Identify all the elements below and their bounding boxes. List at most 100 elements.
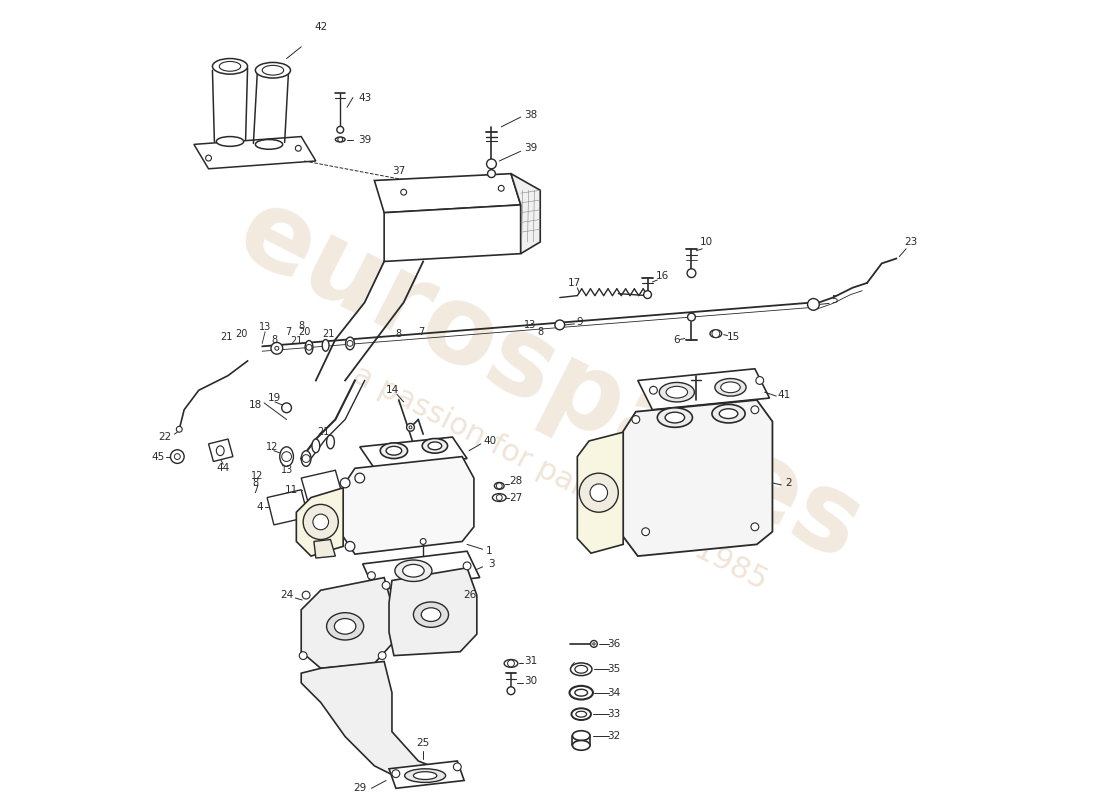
- Circle shape: [304, 504, 339, 539]
- Text: 33: 33: [607, 709, 620, 719]
- Circle shape: [306, 344, 312, 350]
- Text: 28: 28: [509, 476, 522, 486]
- Circle shape: [355, 473, 364, 483]
- Ellipse shape: [217, 137, 244, 146]
- Ellipse shape: [327, 613, 364, 640]
- Circle shape: [453, 763, 461, 770]
- Text: 30: 30: [524, 676, 537, 686]
- Text: 11: 11: [285, 485, 298, 494]
- Ellipse shape: [381, 443, 408, 458]
- Circle shape: [463, 562, 471, 570]
- Polygon shape: [194, 137, 316, 169]
- Circle shape: [382, 582, 390, 590]
- Text: 5: 5: [832, 295, 838, 306]
- Text: 20: 20: [298, 326, 310, 337]
- Text: 27: 27: [509, 493, 522, 502]
- Circle shape: [644, 290, 651, 298]
- Ellipse shape: [327, 435, 334, 449]
- Ellipse shape: [572, 708, 591, 720]
- Circle shape: [649, 386, 658, 394]
- Ellipse shape: [219, 62, 241, 71]
- Ellipse shape: [212, 58, 248, 74]
- Polygon shape: [343, 457, 474, 554]
- Circle shape: [496, 483, 503, 489]
- Polygon shape: [389, 761, 464, 788]
- Text: 8: 8: [272, 334, 278, 345]
- Text: 7: 7: [418, 326, 425, 337]
- Text: 18: 18: [249, 400, 262, 410]
- Circle shape: [756, 377, 763, 384]
- Text: 17: 17: [568, 278, 581, 288]
- Circle shape: [348, 341, 353, 346]
- Ellipse shape: [301, 450, 311, 466]
- Circle shape: [591, 641, 597, 647]
- Ellipse shape: [428, 442, 442, 450]
- Text: 14: 14: [385, 386, 398, 395]
- Text: a passion for parts since 1985: a passion for parts since 1985: [348, 361, 772, 596]
- Polygon shape: [301, 662, 438, 781]
- Circle shape: [751, 523, 759, 530]
- Polygon shape: [314, 539, 336, 558]
- Circle shape: [299, 652, 307, 659]
- Text: 19: 19: [268, 393, 282, 403]
- Text: 3: 3: [488, 559, 495, 569]
- Text: 43: 43: [358, 93, 372, 102]
- Circle shape: [632, 416, 640, 423]
- Text: 37: 37: [393, 166, 406, 176]
- Text: 39: 39: [524, 143, 537, 154]
- Circle shape: [409, 426, 412, 429]
- Polygon shape: [384, 205, 520, 262]
- Circle shape: [807, 298, 820, 310]
- Circle shape: [507, 687, 515, 694]
- Ellipse shape: [336, 137, 345, 142]
- Ellipse shape: [255, 139, 283, 150]
- Ellipse shape: [279, 447, 294, 466]
- Circle shape: [554, 320, 564, 330]
- Text: 24: 24: [280, 590, 294, 600]
- Text: 38: 38: [524, 110, 537, 120]
- Text: 21: 21: [318, 427, 330, 437]
- Circle shape: [302, 591, 310, 599]
- Circle shape: [206, 155, 211, 161]
- Text: 7: 7: [252, 485, 258, 494]
- Polygon shape: [363, 551, 480, 590]
- Circle shape: [580, 473, 618, 512]
- Circle shape: [302, 454, 310, 462]
- Text: 8: 8: [537, 326, 543, 337]
- Text: 13: 13: [525, 320, 537, 330]
- Ellipse shape: [570, 686, 593, 699]
- Text: 6: 6: [673, 334, 680, 345]
- Ellipse shape: [575, 690, 587, 696]
- Text: 21: 21: [220, 331, 232, 342]
- Polygon shape: [638, 369, 770, 410]
- Ellipse shape: [334, 618, 356, 634]
- Ellipse shape: [667, 386, 688, 398]
- Text: 13: 13: [258, 322, 272, 332]
- Text: 4: 4: [256, 502, 263, 512]
- Ellipse shape: [572, 741, 590, 750]
- Ellipse shape: [659, 382, 694, 402]
- Text: 26: 26: [463, 590, 476, 600]
- Circle shape: [486, 159, 496, 169]
- Circle shape: [688, 269, 696, 278]
- Ellipse shape: [305, 341, 312, 354]
- Circle shape: [367, 572, 375, 579]
- Circle shape: [337, 126, 343, 133]
- Polygon shape: [389, 568, 476, 656]
- Ellipse shape: [345, 337, 354, 350]
- Text: 1: 1: [486, 546, 493, 556]
- Ellipse shape: [719, 409, 738, 418]
- Ellipse shape: [403, 564, 425, 577]
- Polygon shape: [512, 174, 540, 254]
- Circle shape: [312, 514, 329, 530]
- Ellipse shape: [720, 382, 740, 393]
- Ellipse shape: [575, 666, 587, 673]
- Text: 12: 12: [266, 442, 278, 452]
- Circle shape: [338, 137, 343, 142]
- Circle shape: [296, 146, 301, 151]
- Text: 22: 22: [158, 432, 172, 442]
- Polygon shape: [267, 490, 308, 525]
- Circle shape: [400, 190, 407, 195]
- Circle shape: [170, 450, 184, 463]
- Ellipse shape: [312, 439, 320, 453]
